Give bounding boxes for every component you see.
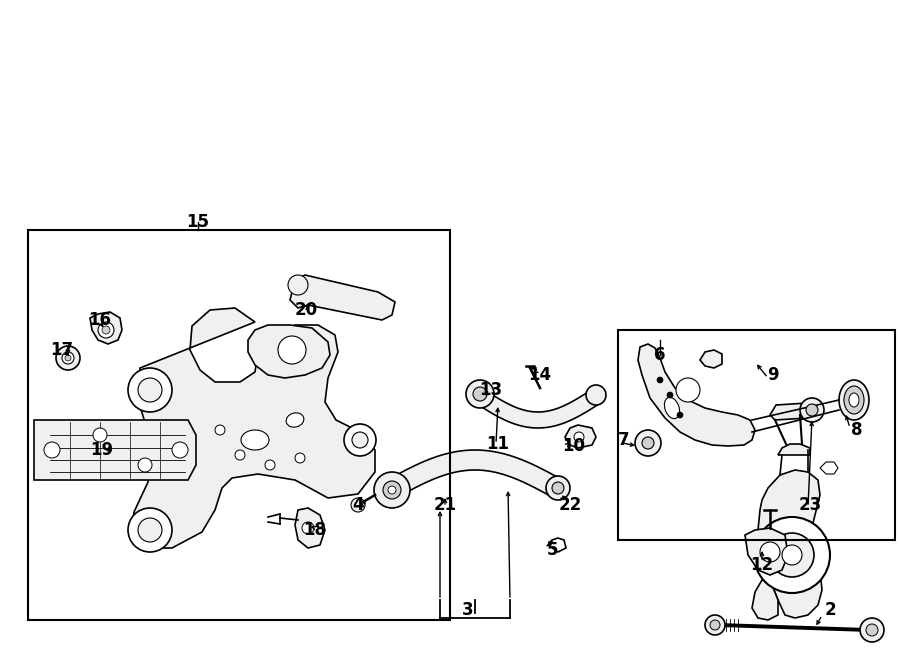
Circle shape (295, 453, 305, 463)
Ellipse shape (664, 397, 680, 418)
Circle shape (344, 424, 376, 456)
Circle shape (383, 481, 401, 499)
Text: 14: 14 (528, 366, 552, 384)
Circle shape (351, 498, 365, 512)
Circle shape (860, 618, 884, 642)
Bar (618, 330, 895, 540)
Ellipse shape (844, 386, 864, 414)
Circle shape (676, 378, 700, 402)
Circle shape (172, 442, 188, 458)
Circle shape (235, 450, 245, 460)
Text: 8: 8 (851, 421, 863, 439)
Circle shape (635, 430, 661, 456)
Polygon shape (295, 508, 325, 548)
Text: 17: 17 (50, 341, 74, 359)
Circle shape (215, 425, 225, 435)
Circle shape (667, 392, 673, 398)
Circle shape (657, 377, 663, 383)
Circle shape (302, 522, 314, 534)
Text: 7: 7 (618, 431, 630, 449)
Text: 18: 18 (303, 521, 327, 539)
Text: 6: 6 (654, 346, 666, 364)
Circle shape (754, 517, 830, 593)
Polygon shape (132, 308, 375, 548)
Circle shape (128, 368, 172, 412)
Circle shape (138, 518, 162, 542)
Polygon shape (548, 538, 566, 552)
Circle shape (374, 472, 410, 508)
Bar (28, 230, 450, 620)
Circle shape (102, 326, 110, 334)
Circle shape (800, 398, 824, 422)
Circle shape (278, 336, 306, 364)
Ellipse shape (849, 393, 859, 407)
Circle shape (546, 476, 570, 500)
Text: 16: 16 (88, 311, 112, 329)
Circle shape (288, 275, 308, 295)
Circle shape (98, 322, 114, 338)
Circle shape (138, 458, 152, 472)
Circle shape (552, 482, 564, 494)
Text: 5: 5 (547, 541, 559, 559)
Text: 22: 22 (558, 496, 581, 514)
Text: 4: 4 (352, 496, 364, 514)
Text: 19: 19 (90, 441, 113, 459)
Text: 13: 13 (480, 381, 502, 399)
Polygon shape (745, 528, 788, 575)
Circle shape (760, 542, 780, 562)
Circle shape (128, 508, 172, 552)
Text: 3: 3 (463, 601, 473, 619)
Text: 15: 15 (186, 213, 210, 231)
Circle shape (806, 404, 818, 416)
Polygon shape (385, 450, 565, 499)
Circle shape (56, 346, 80, 370)
Text: 9: 9 (767, 366, 778, 384)
Text: 2: 2 (824, 601, 836, 619)
Text: 20: 20 (294, 301, 318, 319)
Polygon shape (758, 470, 822, 618)
Circle shape (44, 442, 60, 458)
Text: 10: 10 (562, 437, 586, 455)
Text: 12: 12 (751, 556, 774, 574)
Text: 21: 21 (434, 496, 456, 514)
Circle shape (65, 355, 71, 361)
Circle shape (473, 387, 487, 401)
Circle shape (138, 378, 162, 402)
Polygon shape (90, 312, 122, 344)
Polygon shape (565, 425, 596, 448)
Polygon shape (638, 344, 755, 446)
Polygon shape (290, 275, 395, 320)
Circle shape (782, 545, 802, 565)
Polygon shape (473, 388, 602, 428)
Polygon shape (248, 325, 330, 378)
Circle shape (866, 624, 878, 636)
Polygon shape (820, 462, 838, 474)
Ellipse shape (286, 413, 304, 427)
Circle shape (265, 460, 275, 470)
Polygon shape (700, 350, 722, 368)
Polygon shape (34, 420, 196, 480)
Circle shape (710, 620, 720, 630)
Circle shape (352, 432, 368, 448)
Ellipse shape (241, 430, 269, 450)
Text: 23: 23 (798, 496, 822, 514)
Circle shape (93, 428, 107, 442)
Circle shape (466, 380, 494, 408)
Polygon shape (778, 444, 810, 455)
Ellipse shape (839, 380, 869, 420)
Polygon shape (770, 403, 812, 420)
Circle shape (770, 533, 814, 577)
Circle shape (388, 486, 396, 494)
Circle shape (586, 385, 606, 405)
Circle shape (574, 432, 584, 442)
Text: 11: 11 (487, 435, 509, 453)
Polygon shape (752, 580, 778, 620)
Circle shape (705, 615, 725, 635)
Circle shape (677, 412, 683, 418)
Circle shape (642, 437, 654, 449)
Circle shape (62, 352, 74, 364)
